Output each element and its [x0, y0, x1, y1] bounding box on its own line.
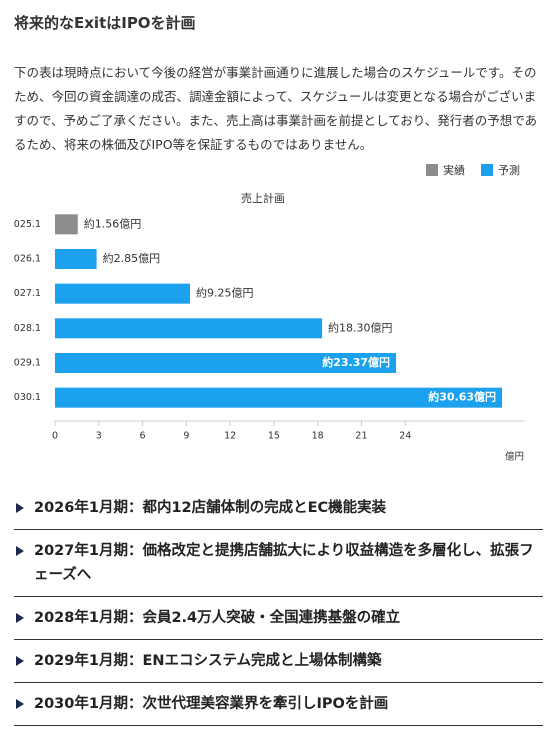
x-tick-label: 6	[140, 431, 146, 442]
y-tick-label: 2029.1	[14, 358, 41, 369]
legend-label: 実績	[443, 163, 465, 177]
x-tick-label: 18	[312, 431, 324, 442]
bar	[55, 283, 190, 304]
bar	[55, 387, 502, 408]
milestones: 2026年1月期：都内12店舗体制の完成とEC機能実装 2027年1月期：価格改定…	[14, 487, 543, 726]
x-tick-label: 12	[224, 431, 236, 442]
bar	[55, 353, 397, 373]
bar	[55, 249, 97, 269]
data-label: 約23.37億円	[322, 355, 390, 369]
y-tick-label: 2027.1	[14, 288, 41, 299]
milestone: 2026年1月期：都内12店舗体制の完成とEC機能実装	[14, 487, 543, 530]
y-tick-label: 2028.1	[14, 323, 41, 334]
chart-title: 売上計画	[241, 191, 285, 205]
x-tick-label: 3	[96, 431, 102, 442]
data-label: 約30.63億円	[428, 390, 496, 404]
milestone: 2027年1月期：価格改定と提携店舗拡大により収益構造を多層化し、拡張フェーズへ	[14, 530, 543, 597]
title: 将来的なExitはIPOを計画	[14, 14, 196, 32]
x-tick-label: 24	[399, 431, 411, 442]
bar	[55, 318, 323, 339]
milestone: 2030年1月期：次世代理美容業界を牽引しIPOを計画	[14, 683, 543, 726]
x-tick-label: 0	[52, 431, 58, 442]
milestone: 2028年1月期：会員2.4万人突破・全国連携基盤の確立	[14, 597, 543, 640]
content: 将来的なExitはIPOを計画 下の表は現時点において今後の経営が事業計画通りに…	[8, 14, 543, 726]
x-tick-label: 21	[355, 431, 367, 442]
data-label: 約1.56億円	[84, 216, 142, 230]
data-label: 約2.85億円	[103, 251, 161, 265]
bar	[55, 214, 78, 235]
x-tick-label: 15	[268, 431, 280, 442]
y-tick-label: 2030.1	[14, 392, 41, 403]
legend-swatch	[426, 164, 438, 176]
x-tick-label: 9	[183, 431, 189, 442]
legend-swatch	[481, 164, 493, 176]
milestone: 2029年1月期：ENエコシステム完成と上場体制構築	[14, 640, 543, 683]
y-tick-label: 2025.1	[14, 219, 41, 230]
data-label: 約18.30億円	[328, 320, 393, 334]
x-axis-label: 億円	[505, 451, 524, 463]
data-label: 約9.25億円	[196, 286, 254, 300]
y-tick-label: 2026.1	[14, 254, 41, 265]
legend-label: 予測	[498, 163, 520, 177]
intro: 下の表は現時点において今後の経営が事業計画通りに進展した場合のスケジュールです。…	[14, 65, 538, 152]
